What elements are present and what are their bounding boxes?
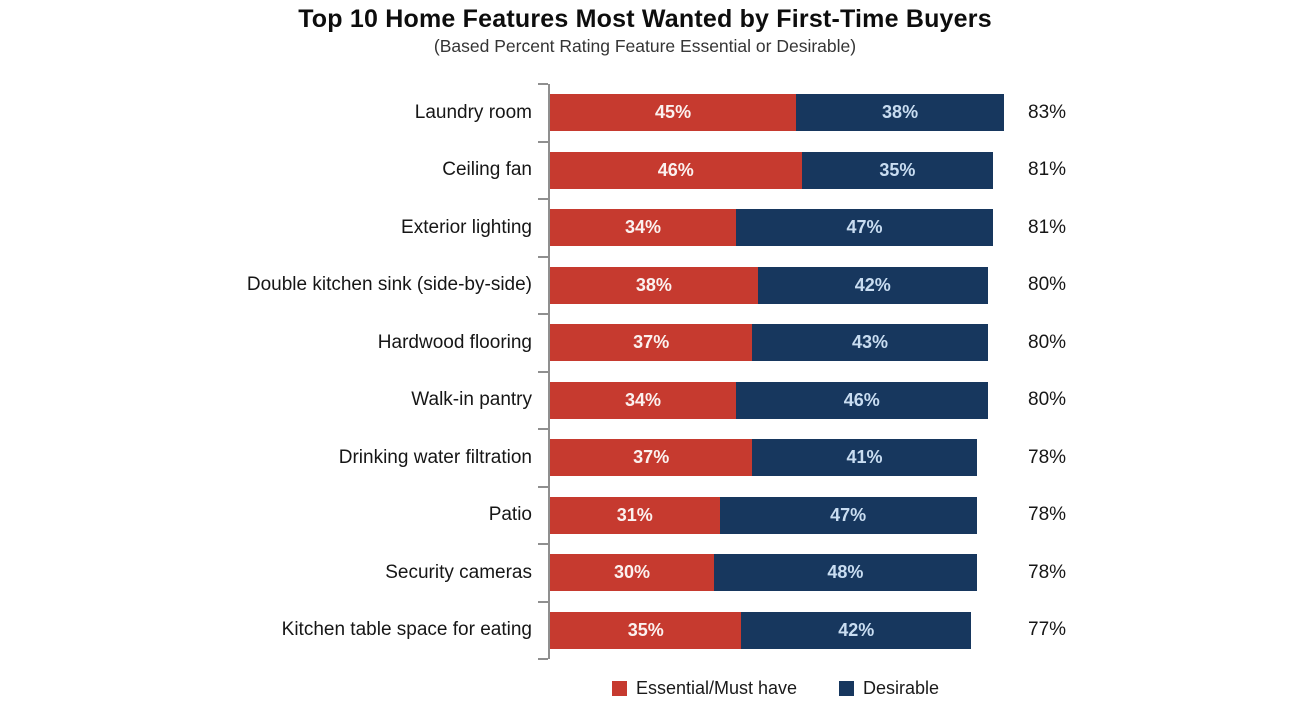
bar-track: 34% 47% 81%: [550, 209, 1097, 247]
bar-row: Drinking water filtration 37% 41% 78%: [339, 428, 1097, 487]
category-label: Drinking water filtration: [338, 446, 532, 468]
legend-item-essential: Essential/Must have: [611, 678, 798, 699]
bar-segment-essential: 34%: [550, 381, 736, 419]
bar-track: 46% 35% 81%: [550, 151, 1097, 189]
bar-row: Double kitchen sink (side-by-side) 38% 42%…: [247, 255, 1097, 315]
bar-segment-desirable: 42%: [757, 266, 988, 304]
bar-segment-desirable: 46%: [735, 381, 988, 419]
bar-segment-essential: 37%: [550, 439, 753, 477]
bar-track: 34% 46% 80%: [550, 381, 1097, 419]
bar-track: 30% 48% 78%: [550, 554, 1097, 592]
total-label: 80%: [1028, 389, 1067, 411]
bar-row: Exterior lighting 34% 47% 81%: [401, 198, 1097, 257]
category-label: Hardwood flooring: [377, 331, 532, 353]
bar-segment-desirable: 48%: [714, 554, 977, 592]
chart-subtitle: (Based Percent Rating Feature Essential …: [433, 36, 857, 56]
total-label: 78%: [1028, 504, 1067, 526]
total-label: 80%: [1028, 274, 1067, 296]
total-label: 80%: [1028, 331, 1067, 353]
bar-segment-desirable: 43%: [752, 324, 988, 362]
legend-label-desirable: Desirable: [863, 678, 940, 698]
bar-row: Kitchen table space for eating 35% 42% 77%: [282, 600, 1097, 660]
bar-track: 45% 38% 83%: [550, 94, 1097, 132]
bar-segment-desirable: 38%: [796, 94, 1004, 132]
total-label: 78%: [1028, 446, 1067, 468]
category-label: Walk-in pantry: [411, 389, 532, 411]
bar-row: Security cameras 30% 48% 78%: [385, 543, 1097, 602]
bar-row: Hardwood flooring 37% 43% 80%: [378, 313, 1097, 372]
bar-row: Ceiling fan 46% 35% 81%: [442, 140, 1097, 200]
bar-segment-desirable: 35%: [801, 151, 994, 189]
bar-segment-essential: 34%: [550, 209, 736, 247]
total-label: 81%: [1028, 216, 1067, 238]
bar-segment-essential: 35%: [550, 611, 742, 649]
bar-row: Walk-in pantry 34% 46% 80%: [411, 370, 1097, 430]
category-label: Ceiling fan: [442, 159, 532, 181]
chart-title: Top 10 Home Features Most Wanted by Firs…: [298, 5, 992, 33]
bar-segment-desirable: 42%: [741, 611, 972, 649]
bar-track: 38% 42% 80%: [550, 266, 1097, 304]
bar-segment-essential: 46%: [550, 151, 802, 189]
bar-segment-desirable: 47%: [735, 209, 994, 247]
bar-segment-essential: 37%: [550, 324, 753, 362]
plot-area: Laundry room 45% 38% 83% Ceiling fan 46% 35% 81…: [0, 83, 1290, 660]
category-label: Kitchen table space for eating: [281, 619, 532, 641]
total-label: 78%: [1028, 561, 1067, 583]
bar-track: 31% 47% 78%: [550, 496, 1097, 534]
legend-item-desirable: Desirable: [839, 678, 939, 699]
bar-segment-essential: 45%: [550, 94, 797, 132]
bar-segment-desirable: 41%: [752, 439, 977, 477]
bar-segment-essential: 31%: [550, 496, 720, 534]
bar-row: Patio 31% 47% 78%: [489, 485, 1097, 545]
legend-swatch-desirable: [839, 681, 855, 696]
bar-segment-desirable: 47%: [719, 496, 977, 534]
legend: Essential/Must have Desirable: [548, 678, 1003, 699]
legend-swatch-essential: [611, 681, 627, 696]
total-label: 77%: [1028, 619, 1067, 641]
category-label: Double kitchen sink (side-by-side): [246, 274, 532, 296]
category-label: Laundry room: [414, 101, 532, 123]
bar-segment-essential: 30%: [550, 554, 715, 592]
bar-segment-essential: 38%: [550, 266, 758, 304]
category-label: Patio: [488, 504, 532, 526]
legend-label-essential: Essential/Must have: [635, 678, 798, 698]
category-label: Exterior lighting: [401, 216, 532, 238]
bar-row: Laundry room 45% 38% 83%: [415, 83, 1097, 142]
bar-rows: Laundry room 45% 38% 83% Ceiling fan 46% 35% 81…: [247, 83, 1097, 660]
bar-track: 37% 43% 80%: [550, 324, 1097, 362]
chart-header: Top 10 Home Features Most Wanted by Firs…: [0, 0, 1290, 57]
total-label: 81%: [1028, 159, 1067, 181]
bar-track: 35% 42% 77%: [550, 611, 1097, 649]
category-label: Security cameras: [385, 561, 532, 583]
total-label: 83%: [1028, 101, 1067, 123]
bar-track: 37% 41% 78%: [550, 439, 1097, 477]
